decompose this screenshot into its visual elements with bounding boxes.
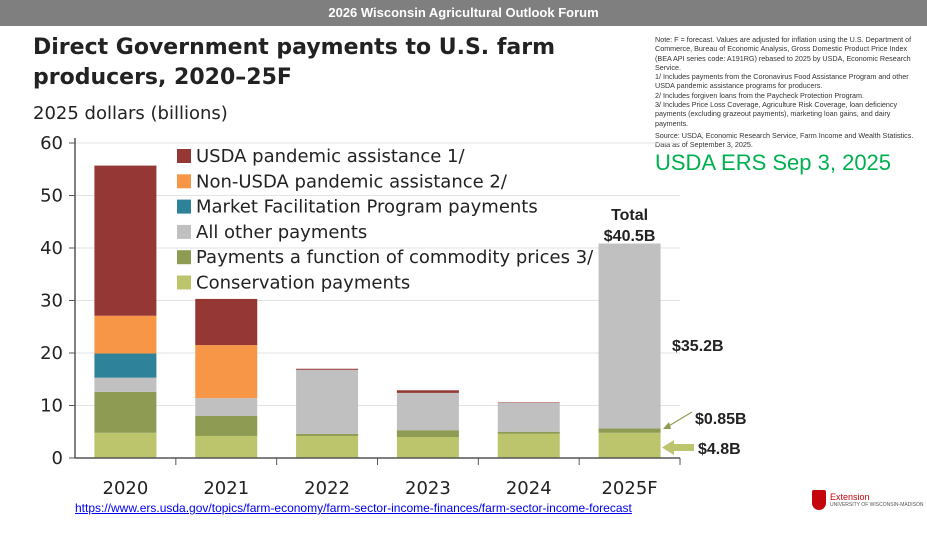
bar-segment xyxy=(94,432,157,458)
note-line: 1/ Includes payments from the Coronaviru… xyxy=(655,72,909,91)
bar-segment xyxy=(94,377,157,392)
banner: 2026 Wisconsin Agricultural Outlook Foru… xyxy=(0,0,927,26)
legend-label: USDA pandemic assistance 1/ xyxy=(196,146,466,167)
y-tick-label: 40 xyxy=(40,238,63,259)
x-tick-label: 2020 xyxy=(103,478,149,499)
bar-segment xyxy=(195,435,258,458)
bar-segment xyxy=(94,165,157,316)
source-link[interactable]: https://www.ers.usda.gov/topics/farm-eco… xyxy=(75,501,632,515)
bar-segment xyxy=(195,345,258,399)
y-axis-label: 2025 dollars (billions) xyxy=(33,103,228,124)
note-source: Source: USDA, Economic Research Service,… xyxy=(655,130,914,150)
x-tick-label: 2022 xyxy=(304,478,350,499)
bar-segment xyxy=(396,437,459,458)
bar-segment xyxy=(396,390,459,393)
note-line: 2/ Includes forgiven loans from the Payc… xyxy=(655,90,864,100)
chart-title: Direct Government payments to U.S. farm … xyxy=(33,35,556,90)
note-line: 3/ Includes Price Loss Coverage, Agricul… xyxy=(655,100,898,128)
total-label: Total xyxy=(611,207,648,224)
conservation-label: $4.8B xyxy=(698,441,741,458)
legend-swatch xyxy=(177,275,191,290)
bar-segment xyxy=(497,402,560,432)
legend-swatch xyxy=(177,149,191,163)
bar-segment xyxy=(296,368,359,370)
y-tick-label: 0 xyxy=(52,448,63,469)
bar-segment xyxy=(497,431,560,434)
legend-label: Non-USDA pandemic assistance 2/ xyxy=(196,171,508,192)
bar-segment xyxy=(94,353,157,378)
legend-label: All other payments xyxy=(196,222,367,243)
x-tick-label: 2023 xyxy=(405,478,451,499)
all-other-label: $35.2B xyxy=(672,338,724,355)
conservation-arrow xyxy=(672,444,694,451)
bar-segment xyxy=(396,392,459,431)
uw-crest-icon xyxy=(812,490,826,510)
chart-notes: Note: F = forecast. Values are adjusted … xyxy=(655,35,925,150)
bar-segment xyxy=(94,391,157,433)
commodity-label: $0.85B xyxy=(695,411,747,428)
bar-segment xyxy=(598,432,661,458)
extension-logo: Extension UNIVERSITY OF WISCONSIN-MADISO… xyxy=(812,490,924,510)
y-tick-label: 20 xyxy=(40,343,63,364)
legend-swatch xyxy=(177,250,191,265)
legend-swatch xyxy=(177,174,191,189)
legend-label: Conservation payments xyxy=(196,273,410,294)
legend-label: Market Facilitation Program payments xyxy=(196,197,538,218)
logo-text: Extension xyxy=(830,492,870,502)
note-line: Note: F = forecast. Values are adjusted … xyxy=(655,35,912,72)
logo-subtext: UNIVERSITY OF WISCONSIN-MADISON xyxy=(830,502,924,508)
bar-segment xyxy=(195,416,258,436)
x-tick-label: 2024 xyxy=(506,478,552,499)
legend-swatch xyxy=(177,224,191,239)
bar-segment xyxy=(296,369,359,434)
source-stamp: USDA ERS Sep 3, 2025 xyxy=(655,150,892,175)
conservation-arrowhead xyxy=(662,440,674,455)
bar-segment xyxy=(497,433,560,458)
total-value-label: $40.5B xyxy=(604,228,656,245)
x-tick-label: 2025F xyxy=(601,478,657,499)
bar-segment xyxy=(94,315,157,354)
bar-segment xyxy=(296,435,359,458)
x-tick-label: 2021 xyxy=(203,478,249,499)
legend-swatch xyxy=(177,199,191,214)
bar-segment xyxy=(195,398,258,416)
commodity-arrowhead xyxy=(663,422,671,429)
bar-segment xyxy=(598,243,661,429)
commodity-arrow xyxy=(666,411,693,428)
y-tick-label: 10 xyxy=(40,396,63,417)
y-tick-label: 50 xyxy=(40,186,63,207)
y-tick-label: 60 xyxy=(40,133,63,154)
bar-segment xyxy=(497,402,560,403)
bar-segment xyxy=(598,428,661,433)
bar-segment xyxy=(296,433,359,436)
bar-segment xyxy=(396,430,459,437)
y-tick-label: 30 xyxy=(40,291,63,312)
bar-segment xyxy=(195,298,258,346)
legend-label: Payments a function of commodity prices … xyxy=(196,247,594,268)
